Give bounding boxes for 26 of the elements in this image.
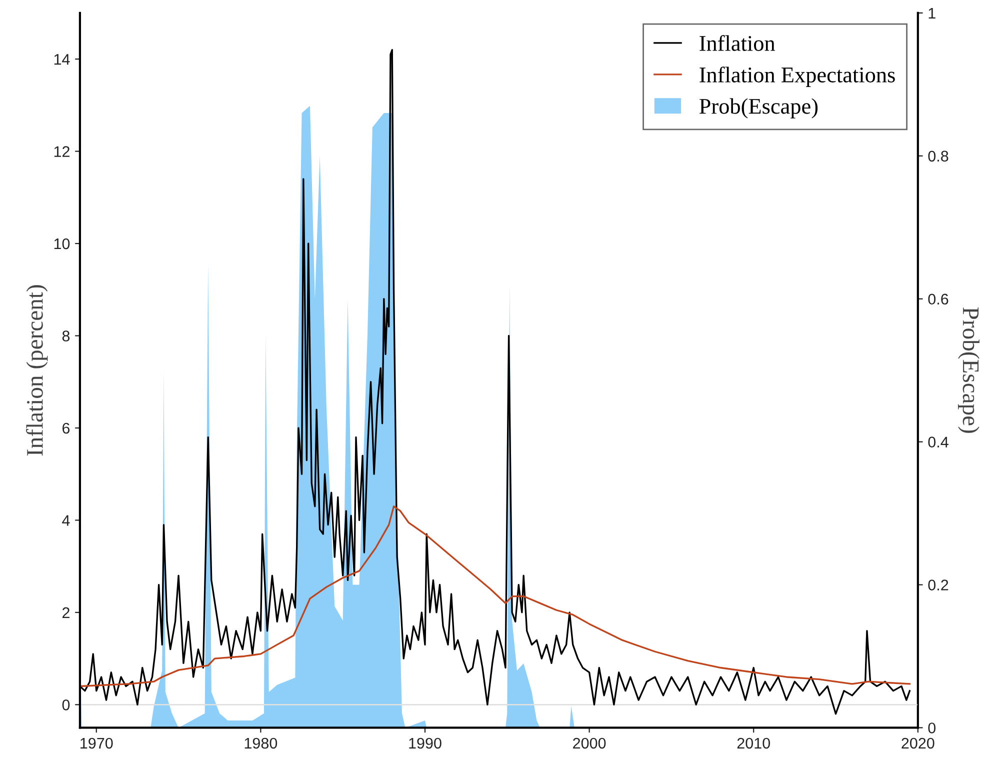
- y-tick-label: 8: [62, 330, 70, 342]
- x-tick-label: 1970: [80, 738, 113, 749]
- x-tick-label: 2020: [902, 738, 934, 749]
- y-tick-label: 2: [62, 607, 70, 618]
- y2-tick-label: 0.4: [928, 436, 948, 448]
- x-tick-label: 1990: [409, 738, 442, 749]
- x-tick-label: 1980: [244, 738, 278, 749]
- line-series: [80, 506, 911, 688]
- x-tick-label: 2010: [737, 738, 770, 749]
- x-tick-label: 2000: [573, 738, 606, 749]
- y-tick-label: 6: [62, 422, 70, 434]
- y2-tick-label: 1: [928, 8, 936, 18]
- legend-label: Prob(Escape): [699, 98, 818, 118]
- y-axis-title: Inflation (percent): [26, 285, 48, 456]
- y-tick-label: 12: [54, 146, 70, 157]
- y-tick-label: 10: [54, 238, 70, 250]
- y-tick-label: 0: [62, 700, 70, 710]
- y-tick-label: 4: [62, 515, 70, 526]
- legend-label: Inflation: [700, 35, 776, 51]
- y2-tick-label: 0.6: [928, 294, 948, 305]
- legend-label: Inflation Expectations: [700, 66, 895, 87]
- y2-tick-label: 0.8: [928, 150, 948, 162]
- y2-tick-label: 0.2: [928, 580, 948, 590]
- y-tick-label: 14: [54, 54, 70, 65]
- y2-tick-label: 0: [928, 722, 936, 734]
- y2-axis-title: Prob(Escape): [958, 307, 980, 433]
